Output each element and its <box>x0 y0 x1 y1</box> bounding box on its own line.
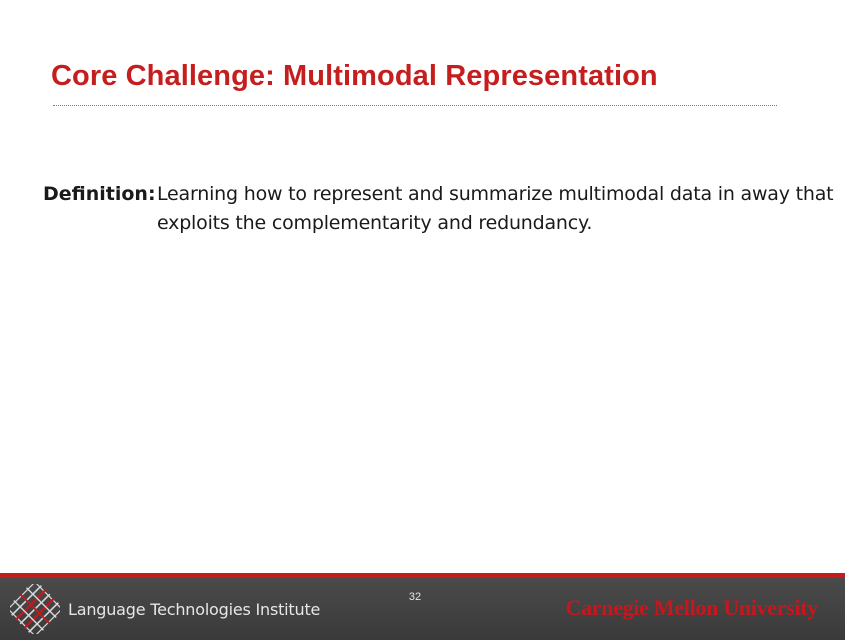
definition-block: Definition: Learning how to represent an… <box>43 180 838 238</box>
page-number: 32 <box>408 591 422 603</box>
definition-label: Definition: <box>43 183 156 205</box>
title-divider <box>53 105 777 106</box>
lti-logo-icon <box>10 584 60 634</box>
institute-name: Language Technologies Institute <box>68 600 321 619</box>
university-wordmark: Carnegie Mellon University <box>565 595 819 620</box>
slide-title: Core Challenge: Multimodal Representatio… <box>51 60 658 92</box>
footer-accent-bar <box>0 573 845 578</box>
definition-text: Learning how to represent and summarize … <box>157 183 834 234</box>
footer: Language Technologies Institute 32 Carne… <box>0 578 845 640</box>
